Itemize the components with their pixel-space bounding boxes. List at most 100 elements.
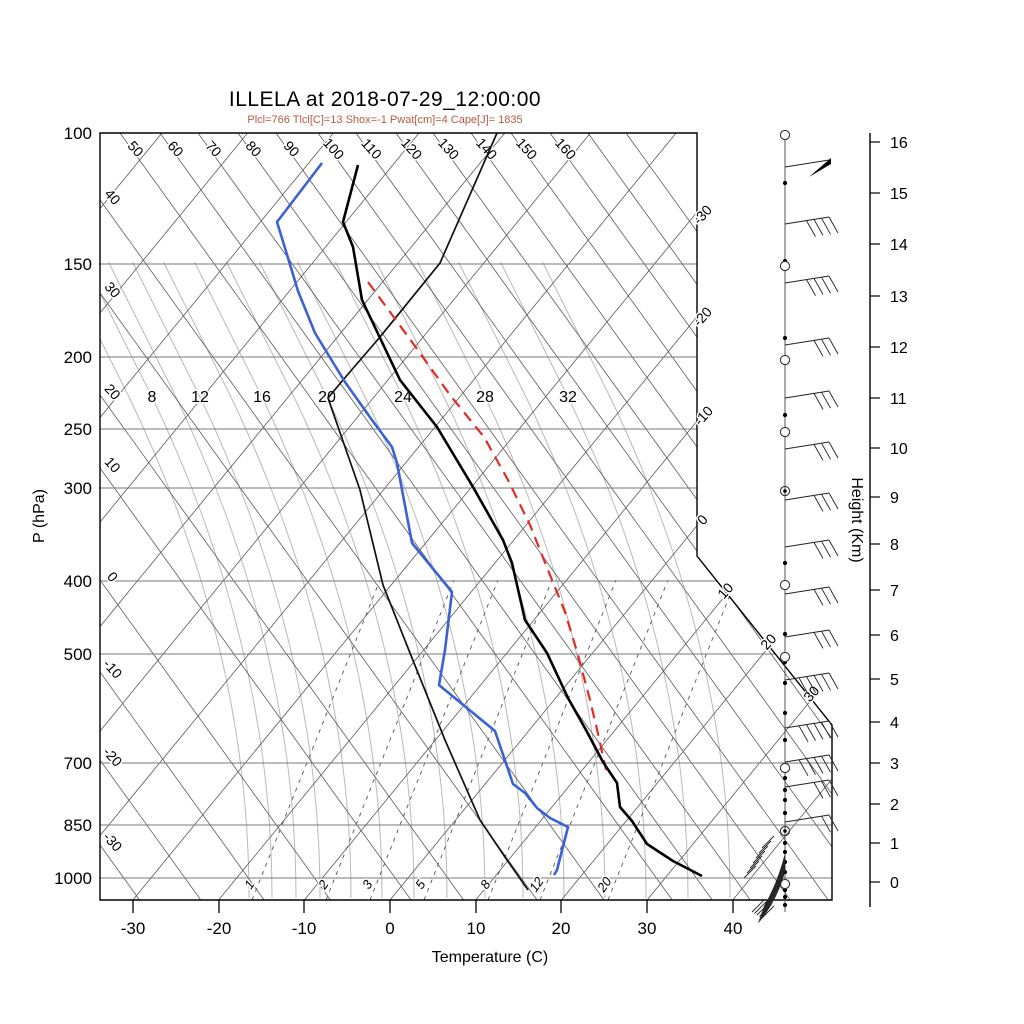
- temperature-axis: -30 -20 -10 0 10 20 30 40 Temperature (C): [121, 900, 743, 966]
- svg-text:6: 6: [890, 628, 899, 645]
- level-circled-dot: [779, 825, 791, 837]
- svg-text:12: 12: [191, 389, 209, 406]
- svg-text:700: 700: [64, 754, 92, 773]
- level-dot: [782, 631, 788, 637]
- level-circle: [779, 354, 791, 366]
- level-dot: [782, 335, 788, 341]
- svg-text:12: 12: [890, 340, 908, 357]
- wind-barb: [784, 754, 839, 777]
- svg-text:500: 500: [64, 645, 92, 664]
- dewpoint-curve: [275, 162, 570, 876]
- svg-text:60: 60: [165, 138, 187, 160]
- page-title: ILLELA at 2018-07-29_12:00:00: [228, 88, 542, 111]
- svg-text:0: 0: [890, 875, 899, 892]
- svg-text:P (hPa): P (hPa): [31, 489, 48, 543]
- svg-text:1000: 1000: [54, 869, 92, 888]
- wind-barb: [784, 275, 839, 296]
- wind-barb: [784, 337, 839, 357]
- level-dot: [782, 412, 788, 418]
- svg-text:11: 11: [890, 391, 907, 408]
- wind-barb: [784, 216, 839, 237]
- pressure-gridlines: [100, 263, 832, 879]
- level-circle: [779, 129, 791, 141]
- wind-barb: [784, 492, 839, 512]
- mixing-ratio-lines: [251, 579, 737, 900]
- svg-text:110: 110: [358, 135, 385, 162]
- pressure-axis: 100 150 200 250 300 400 500 700 850 1000 P (hPa): [31, 124, 92, 888]
- level-circle: [779, 651, 791, 663]
- svg-text:2: 2: [890, 797, 899, 814]
- svg-text:120: 120: [398, 135, 426, 163]
- wetbulb-curve: [327, 133, 529, 891]
- svg-text:70: 70: [203, 138, 225, 160]
- level-dot: [782, 710, 788, 716]
- wind-barb: [784, 586, 839, 606]
- svg-text:-20: -20: [690, 304, 716, 330]
- svg-text:150: 150: [64, 255, 92, 274]
- svg-text:32: 32: [559, 389, 577, 406]
- svg-text:-10: -10: [292, 919, 317, 938]
- level-dot: [782, 560, 788, 566]
- svg-text:150: 150: [513, 135, 541, 163]
- svg-text:50: 50: [125, 138, 147, 160]
- sounding-indices-subtitle: Plcl=766 Tlcl[C]=13 Shox=-1 Pwat[cm]=4 C…: [247, 114, 523, 126]
- svg-text:40: 40: [724, 919, 743, 938]
- svg-text:30: 30: [102, 279, 124, 301]
- svg-text:20: 20: [593, 874, 615, 896]
- level-dot: [782, 180, 788, 186]
- svg-text:200: 200: [64, 348, 92, 367]
- level-dot: [782, 680, 788, 686]
- svg-text:10: 10: [467, 919, 486, 938]
- svg-text:16: 16: [890, 135, 908, 152]
- wind-barb: [784, 779, 839, 799]
- level-circle: [779, 762, 791, 774]
- svg-text:8: 8: [148, 389, 157, 406]
- svg-text:300: 300: [64, 479, 92, 498]
- svg-text:-30: -30: [690, 202, 716, 228]
- level-circle: [779, 260, 791, 272]
- svg-text:3: 3: [890, 756, 899, 773]
- level-dot: [782, 797, 788, 803]
- wind-barb: [784, 390, 839, 410]
- svg-text:9: 9: [890, 490, 899, 507]
- surface-wind-cluster: [743, 835, 786, 923]
- level-dot: [782, 840, 788, 846]
- level-dot: [782, 775, 788, 781]
- svg-text:-20: -20: [207, 919, 232, 938]
- svg-text:Height (Km): Height (Km): [848, 477, 865, 562]
- wind-barb: [784, 629, 839, 649]
- level-dot: [782, 787, 788, 793]
- svg-text:400: 400: [64, 572, 92, 591]
- svg-text:14: 14: [890, 237, 908, 254]
- plot-border: [99, 132, 833, 901]
- svg-text:28: 28: [476, 389, 494, 406]
- svg-text:13: 13: [890, 289, 908, 306]
- svg-text:20: 20: [552, 919, 571, 938]
- level-circle: [779, 579, 791, 591]
- svg-text:16: 16: [253, 389, 271, 406]
- svg-text:7: 7: [890, 583, 899, 600]
- svg-text:40: 40: [102, 186, 124, 208]
- moist-adiabat-lines: [100, 261, 731, 899]
- svg-text:0: 0: [385, 919, 394, 938]
- wind-barb: [784, 720, 839, 743]
- level-dot: [782, 849, 788, 855]
- svg-text:-30: -30: [121, 919, 146, 938]
- svg-text:8: 8: [890, 537, 899, 554]
- svg-text:10: 10: [102, 454, 124, 476]
- wind-barb-column: [743, 129, 839, 923]
- svg-text:15: 15: [890, 186, 908, 203]
- svg-text:5: 5: [890, 672, 899, 689]
- svg-text:160: 160: [552, 135, 580, 163]
- wind-barb: [784, 441, 839, 461]
- parcel-curve: [367, 281, 608, 771]
- level-circle: [779, 426, 791, 438]
- svg-text:0: 0: [104, 568, 121, 585]
- svg-text:100: 100: [320, 135, 348, 163]
- temperature-curve: [341, 164, 703, 878]
- level-dot: [782, 810, 788, 816]
- background-isopleths: [100, 133, 832, 900]
